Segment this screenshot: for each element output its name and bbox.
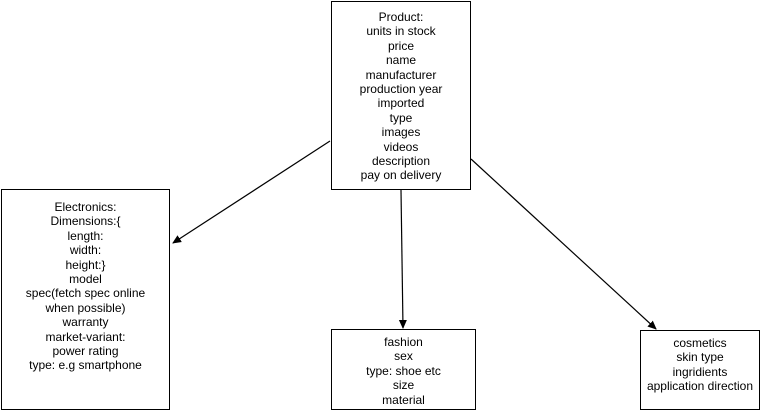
product-field: pay on delivery [360, 168, 442, 183]
electronics-field: market-variant: [45, 329, 126, 344]
electronics-field: Dimensions:{ [50, 214, 121, 229]
cosmetics-field: application direction [646, 379, 754, 394]
electronics-field: width: [69, 243, 102, 258]
electronics-field: power rating [52, 344, 119, 359]
cosmetics-field: ingridients [672, 364, 728, 379]
fashion-title: fashion [384, 335, 423, 349]
electronics-node[interactable]: Electronics: Dimensions:{ length: width:… [1, 189, 170, 410]
fashion-node[interactable]: fashion sex type: shoe etc size material [331, 329, 476, 410]
electronics-field: model [69, 272, 102, 287]
product-field: price [387, 38, 414, 53]
edge-product-electronics [172, 140, 331, 244]
product-field: description [371, 154, 431, 169]
product-node[interactable]: Product: units in stock price name manuf… [331, 1, 471, 190]
product-field: manufacturer [365, 67, 437, 82]
product-field: videos [383, 139, 419, 154]
fashion-field: sex [394, 349, 413, 364]
cosmetics-field: skin type [676, 350, 724, 365]
product-field: images [381, 125, 421, 140]
electronics-field: height:} [65, 257, 106, 272]
electronics-field: warranty [62, 315, 109, 330]
product-field: units in stock [366, 24, 436, 39]
product-field: imported [377, 96, 425, 111]
product-field: production year [359, 82, 443, 97]
fashion-field: type: shoe etc [366, 363, 441, 378]
product-title: Product: [378, 10, 424, 24]
fashion-field: material [382, 392, 425, 407]
electronics-field: spec(fetch spec online when possible) [25, 286, 146, 315]
product-field: type [389, 110, 413, 125]
cosmetics-title: cosmetics [673, 336, 727, 350]
edge-product-fashion [398, 189, 407, 329]
product-field: name [385, 53, 417, 68]
electronics-title: Electronics: [54, 200, 117, 214]
electronics-field: length: [67, 228, 104, 243]
edge-product-cosmetics [470, 158, 657, 330]
cosmetics-node[interactable]: cosmetics skin type ingridients applicat… [640, 330, 760, 410]
electronics-field: type: e.g smartphone [29, 358, 142, 373]
fashion-field: size [392, 378, 415, 393]
